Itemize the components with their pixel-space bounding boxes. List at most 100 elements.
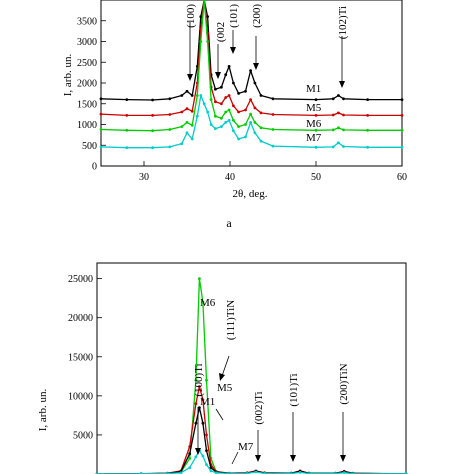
panel-a-data-point-m1 [400,98,404,101]
panel-b-y-tick-label: 25000 [68,274,93,285]
ann-b-002-arrowhead [255,455,261,462]
panel-a-data-point-m6 [180,125,184,128]
panel-a-data-point-m5 [400,114,404,117]
panel-a-data-point-m1 [99,97,103,101]
ann-a-002-arrowhead [215,72,221,79]
panel-a-y-tick-label: 500 [82,141,97,152]
panel-a-data-point-m7 [224,121,228,124]
panel-b-y-tick-label: 5000 [73,430,93,441]
panel-a-y-tick-label: 3000 [77,37,97,48]
panel-a-data-point-m1 [168,97,172,101]
ann-a-100-arrowhead [187,74,193,81]
panel-b-data-point-m6 [205,378,208,382]
panel-a-series-label-m6: M6 [306,118,322,130]
panel-b-data-point-m1 [209,466,213,470]
panel-a-x-tick-label: 30 [139,172,149,183]
panel-a-data-point-m6 [331,128,335,132]
ann-b-101-label: (101)Ti [288,373,300,406]
panel-a-data-point-m1 [185,89,189,93]
panel-b-data-point-m1 [194,421,198,425]
panel-b-data-point-m7 [342,471,346,474]
ann-b-111-label: (111)TiN [225,300,237,340]
panel-a-data-point-m5 [331,113,335,117]
panel-a-data-point-m7 [185,131,189,135]
ann-a-102-label: (102)Ti [337,6,349,39]
ann-b-m7-arrow [231,451,239,465]
panel-a-data-point-m5 [185,107,189,111]
panel-a-data-point-m7 [125,146,129,150]
panel-a-y-tick-label: 1500 [77,99,97,110]
panel-a-data-point-m1 [271,97,275,101]
ann-a-200-arrowhead [253,63,259,70]
panel-a-data-point-m5 [180,110,184,114]
panel-a-data-point-m1 [253,81,257,85]
panel-a-data-point-m6 [195,94,199,97]
panel-a-data-point-m1 [237,92,241,95]
panel-a-data-point-m7 [237,137,241,141]
ann-a-101-arrowhead [230,47,236,54]
panel-a-y-axis-title: I, arb. un. [62,54,74,97]
panel-a-data-point-m6 [400,128,404,132]
panel-a-data-point-m5 [227,94,231,97]
panel-a-data-point-m5 [168,113,172,116]
panel-a-data-point-m5 [190,109,194,113]
panel-a-data-point-m1 [331,97,335,101]
panel-a-data-point-m6 [99,128,103,131]
panel-a-data-point-m7 [180,142,184,146]
panel-a-data-point-m7 [232,129,235,133]
panel-a-data-point-m6 [232,118,235,122]
panel-b-series-label-m5: M5 [217,382,233,394]
panel-b-series-label-m7: M7 [238,441,254,453]
panel-b-y-axis-title: I, arb. un. [37,389,49,432]
panel-a-data-point-m5 [224,96,228,99]
panel-b-y-tick-label: 15000 [68,352,93,363]
panel-a-data-point-m1 [224,73,228,77]
panel-a-data-point-m6 [249,112,253,116]
panel-a-data-point-m1 [214,87,217,91]
panel-a-data-point-m1 [199,15,203,18]
panel-a-data-point-m6 [227,108,231,112]
panel-a-series [99,0,404,150]
panel-a-data-point-m5 [259,111,263,115]
panel-a-data-point-m6 [253,121,257,124]
panel-a-data-point-m1 [151,98,155,102]
panel-a-data-point-m7 [342,145,345,148]
panel-b-data-point-m7 [194,455,198,459]
panel-a-data-point-m5 [214,100,217,104]
panel-a-data-point-m1 [366,98,369,101]
panel-a-x-tick-label: 60 [397,172,407,183]
panel-a-data-point-m7 [214,127,217,131]
panel-a-data-point-m1 [220,85,223,89]
panel-a-data-point-m1 [259,94,263,97]
panel-b-data-point-m1 [198,406,201,409]
panel-b-data-point-m7 [254,470,258,474]
panel-a-data-point-m1 [342,97,345,101]
panel-a-y-tick-label: 2500 [77,58,97,69]
panel-a-data-point-m5 [314,114,318,117]
ann-b-100-arrowhead [195,448,201,455]
panel-b-data-point-m6 [198,277,201,280]
ann-a-100-label: (100) [185,4,197,28]
panel-a-x-tick-label: 40 [225,172,235,183]
panel-a-data-point-m6 [314,128,318,132]
panel-a-data-point-m7 [190,137,194,141]
panel-a-data-point-m6 [220,116,223,120]
panel-a-data-point-m1 [180,94,184,97]
panel-a-data-point-m7 [244,135,247,139]
panel-a-y-tick-label: 3500 [77,16,97,27]
panel-a-data-point-m6 [366,128,369,132]
panel-a-y-tick-label: 0 [92,162,97,173]
panel-a-data-point-m6 [259,126,263,130]
panel-a-data-point-m1 [249,69,253,72]
panel-a-data-point-m6 [125,128,129,132]
panel-b-data-point-m7 [214,471,218,474]
panel-b-data-point-m5 [201,398,205,402]
ann-b-002-label: (002)Ti [253,391,265,424]
ann-a-101-label: (101) [228,4,240,28]
panel-b-data-point-m7 [298,471,302,474]
panel-a-data-point-m7 [206,110,210,114]
panel-a-data-point-m1 [314,98,318,101]
panel-b-data-point-m7 [188,466,192,470]
panel-b-data-point-m5 [198,385,201,388]
panel-a-data-point-m1 [206,15,210,18]
